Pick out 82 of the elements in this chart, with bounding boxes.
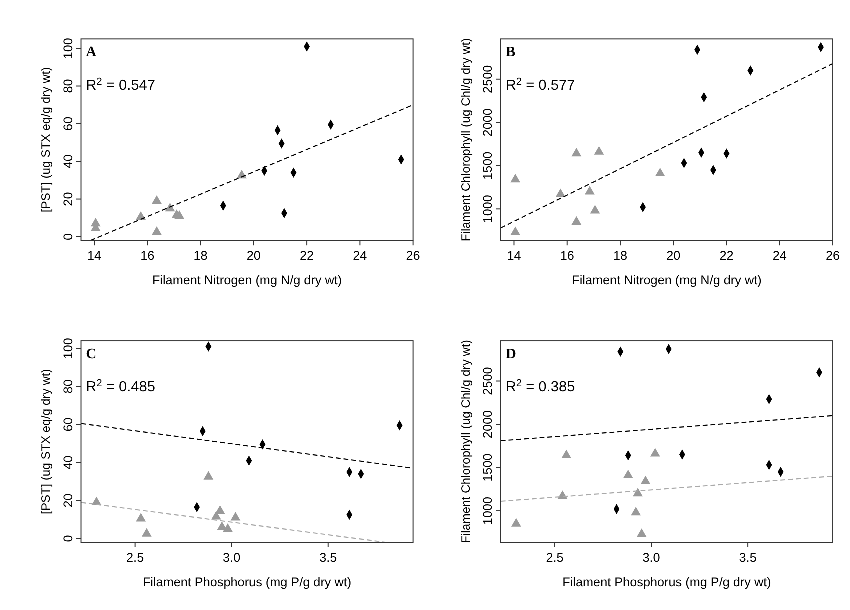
y-tick-label: 100 bbox=[61, 338, 76, 360]
x-tick-label: 20 bbox=[246, 249, 261, 264]
point bbox=[594, 146, 604, 155]
point bbox=[152, 195, 162, 204]
x-tick-label: 3.5 bbox=[320, 551, 338, 566]
point bbox=[510, 226, 521, 236]
x-tick-label: 24 bbox=[772, 249, 787, 264]
point bbox=[556, 188, 566, 198]
y-tick-label: 60 bbox=[61, 418, 76, 432]
y-axis-title: [PST] (ug STX eq/g dry wt) bbox=[39, 369, 54, 514]
x-axis-title: Filament Nitrogen (mg N/g dry wt) bbox=[572, 274, 762, 288]
x-axis-title: Filament Phosphorus (mg P/g dry wt) bbox=[142, 575, 352, 590]
y-tick-label: 0 bbox=[61, 535, 76, 542]
y-tick-label: 1500 bbox=[481, 152, 496, 180]
point bbox=[136, 513, 146, 522]
x-axis-title: Filament Nitrogen (mg N/g dry wt) bbox=[152, 274, 342, 288]
point bbox=[142, 528, 152, 537]
annotation: R$^{2}$ = 0.547 bbox=[86, 76, 156, 94]
y-tick-label: 2000 bbox=[481, 108, 496, 137]
y-tick-label: 0 bbox=[61, 233, 76, 240]
x-tick-label: 14 bbox=[507, 249, 522, 264]
y-tick-label: 40 bbox=[61, 154, 76, 169]
point bbox=[631, 507, 642, 516]
x-tick-label: 2.5 bbox=[126, 551, 144, 566]
point bbox=[636, 528, 647, 538]
x-tick-label: 14 bbox=[88, 249, 102, 264]
chart-title: D bbox=[506, 346, 516, 363]
y-tick-label: 80 bbox=[61, 380, 76, 394]
x-tick-label: 18 bbox=[194, 249, 208, 264]
point bbox=[562, 450, 572, 459]
y-tick-label: 80 bbox=[61, 79, 76, 94]
y-tick-label: 1000 bbox=[481, 496, 496, 526]
annotation: R$^{2}$ = 0.485 bbox=[86, 378, 156, 396]
x-tick-label: 26 bbox=[406, 249, 420, 264]
x-axis-title: Filament Phosphorus (mg P/g dry wt) bbox=[562, 575, 772, 590]
point bbox=[623, 470, 634, 478]
x-tick-label: 3.0 bbox=[642, 551, 660, 566]
x-tick-label: 2.5 bbox=[546, 551, 564, 566]
y-tick-label: 2500 bbox=[481, 367, 496, 396]
x-tick-label: 16 bbox=[560, 249, 574, 264]
y-tick-label: 60 bbox=[61, 116, 76, 131]
y-tick-label: 20 bbox=[61, 494, 76, 508]
point bbox=[655, 168, 666, 177]
y-tick-label: 1000 bbox=[481, 195, 496, 224]
point bbox=[510, 174, 521, 183]
y-axis-title: [PST] (ug STX eq/g dry wt) bbox=[39, 67, 54, 213]
point bbox=[223, 524, 233, 532]
y-tick-label: 100 bbox=[61, 38, 76, 60]
y-axis-title: Filament Chlorophyll (ug Chl/g dry wt) bbox=[458, 340, 473, 544]
y-axis-title: Filament Chlorophyll (ug Chl/g dry wt) bbox=[458, 38, 473, 242]
x-tick-label: 26 bbox=[826, 249, 840, 264]
x-tick-label: 18 bbox=[613, 249, 628, 264]
y-tick-label: 2000 bbox=[481, 410, 496, 439]
x-tick-label: 3.5 bbox=[739, 551, 757, 566]
point bbox=[640, 476, 651, 484]
point bbox=[590, 205, 600, 214]
point bbox=[152, 226, 162, 236]
point bbox=[572, 148, 582, 157]
x-tick-label: 16 bbox=[140, 249, 155, 264]
point bbox=[230, 512, 241, 521]
point bbox=[204, 471, 214, 480]
point bbox=[572, 216, 582, 225]
point bbox=[511, 518, 522, 527]
chart-title: C bbox=[86, 346, 97, 363]
y-tick-label: 20 bbox=[61, 192, 76, 206]
point bbox=[650, 448, 660, 457]
x-tick-label: 22 bbox=[720, 249, 734, 264]
point bbox=[215, 505, 226, 514]
point bbox=[633, 488, 643, 497]
annotation: R$^{2}$ = 0.385 bbox=[506, 378, 576, 396]
chart-title: A bbox=[86, 44, 98, 61]
y-tick-label: 2500 bbox=[481, 65, 496, 94]
x-tick-label: 24 bbox=[353, 249, 368, 264]
annotation: R$^{2}$ = 0.577 bbox=[506, 76, 576, 94]
y-tick-label: 40 bbox=[61, 456, 76, 470]
x-tick-label: 20 bbox=[666, 249, 681, 264]
y-tick-label: 1500 bbox=[481, 454, 496, 482]
x-tick-label: 22 bbox=[300, 249, 314, 264]
point bbox=[174, 210, 185, 220]
x-tick-label: 3.0 bbox=[223, 551, 241, 566]
point bbox=[584, 186, 595, 195]
chart-title: B bbox=[506, 44, 516, 61]
